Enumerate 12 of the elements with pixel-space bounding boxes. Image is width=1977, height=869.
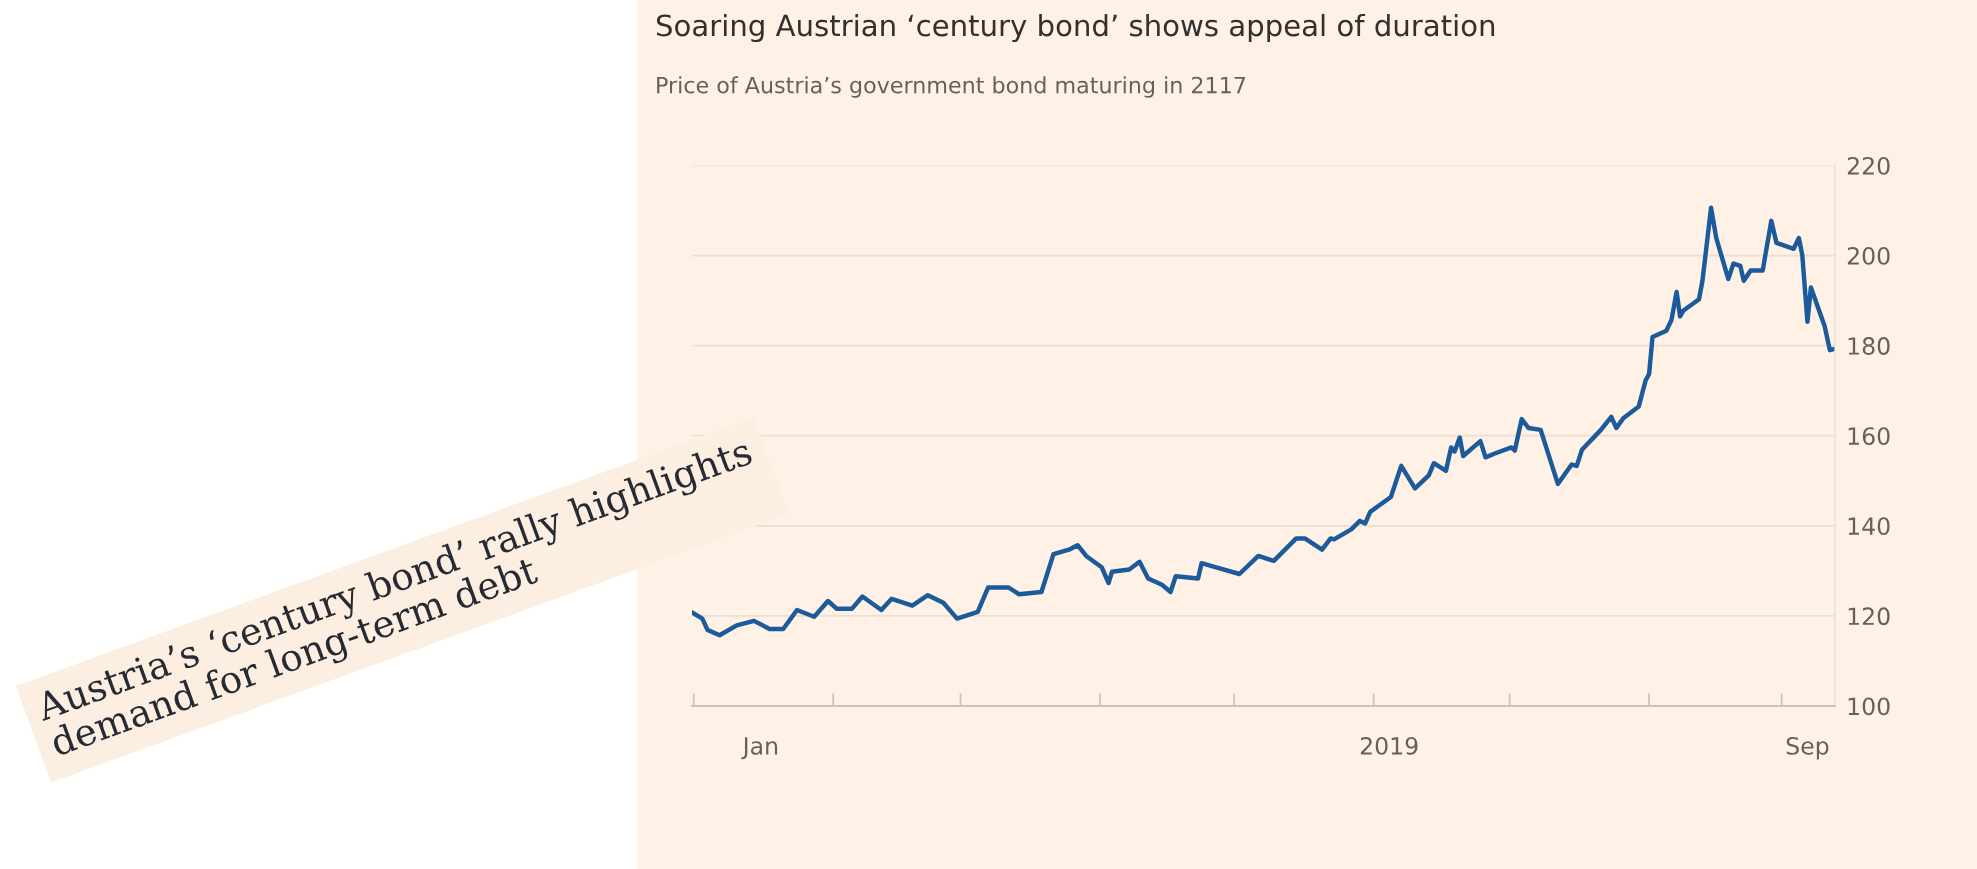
x-tick-label: Jan [741, 737, 778, 760]
chart-title: Soaring Austrian ‘century bond’ shows appeal of duration [656, 13, 1495, 43]
x-tick-label: 2019 [1360, 736, 1418, 755]
y-tick-label: 120 [1848, 607, 1890, 626]
y-tick-label: 200 [1847, 246, 1890, 265]
chart-subtitle: Price of Austria’s government bond maturing in 2117 [657, 76, 1246, 98]
y-tick-label: 180 [1848, 337, 1890, 355]
y-tick-label: 220 [1847, 156, 1890, 175]
y-tick-label: 100 [1848, 697, 1890, 716]
y-tick-label: 160 [1848, 427, 1890, 446]
x-tick-label: Sep [1786, 736, 1829, 760]
y-tick-label: 140 [1848, 517, 1890, 536]
